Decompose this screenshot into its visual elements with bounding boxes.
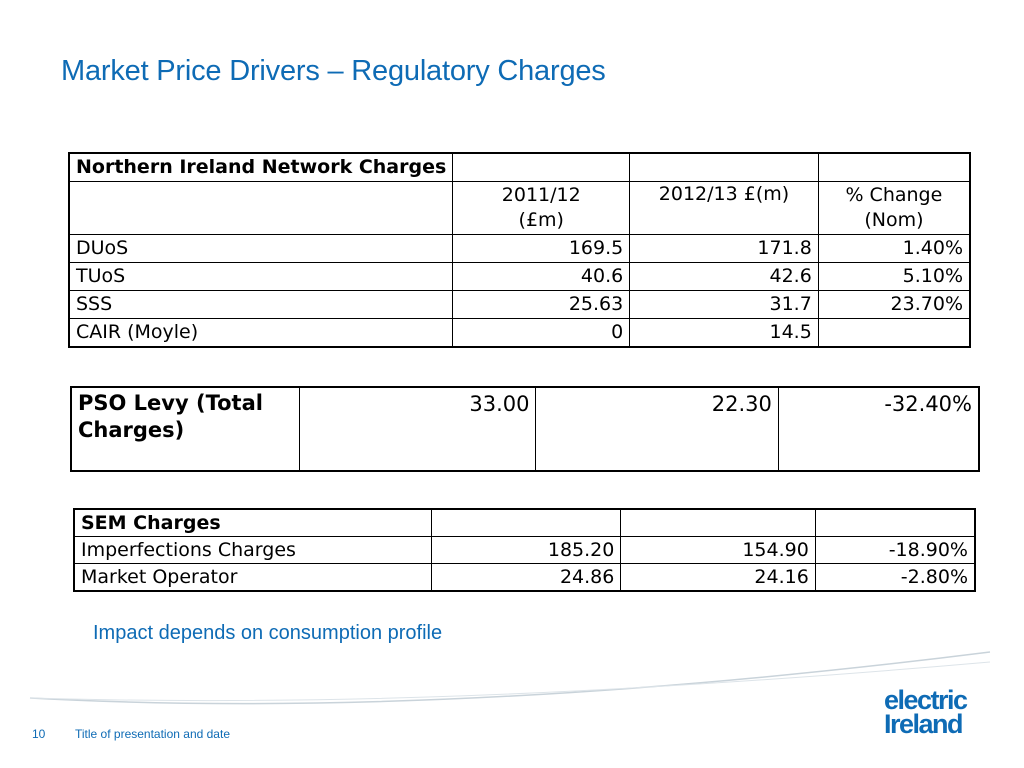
table-cell: Imperfections Charges [73,536,432,564]
table-cell: 169.5 [452,234,631,263]
slide-number: 10 [32,727,46,741]
table-cell: 0 [452,318,631,348]
table-cell [817,318,971,348]
table-cell: 40.6 [452,262,631,291]
table-row: SSS 25.63 31.7 23.70% [68,290,971,319]
table-cell [430,508,622,537]
table-cell: -18.90% [814,536,976,564]
table-title-row: SEM Charges [73,508,976,537]
logo-line-1: electric [884,685,968,715]
slide-title: Market Price Drivers – Regulatory Charge… [61,55,606,87]
table-cell: 5.10% [817,262,971,291]
table-row: Imperfections Charges 185.20 154.90 -18.… [73,536,976,564]
table-cell [629,152,819,182]
table-cell: 22.30 [535,386,779,472]
electric-ireland-logo: electric Ireland [884,685,996,739]
table-cell: 24.16 [620,563,816,592]
table-cell: -2.80% [814,563,976,592]
ni-network-charges-table: Northern Ireland Network Charges 2011/12… [68,152,971,348]
table-cell: 23.70% [817,290,971,319]
column-header: 2012/13 £(m) [629,181,819,235]
table-cell [452,152,631,182]
column-header: % Change (Nom) [817,181,971,235]
decorative-swoosh [29,651,991,705]
table-cell: 33.00 [299,386,537,472]
column-header [68,181,454,235]
sem-charges-table: SEM Charges Imperfections Charges 185.20… [73,508,976,592]
footer-text: Title of presentation and date [75,727,230,741]
pso-levy-table: PSO Levy (Total Charges) 33.00 22.30 -32… [70,386,980,472]
table-header-row: 2011/12 (£m) 2012/13 £(m) % Change (Nom) [68,181,971,235]
table-cell: PSO Levy (Total Charges) [70,386,301,472]
table-cell: 42.6 [629,262,819,291]
table-title: Northern Ireland Network Charges [68,152,454,182]
table-cell: 14.5 [629,318,819,348]
table-cell [620,508,816,537]
table-cell: -32.40% [777,386,980,472]
table-cell: 31.7 [629,290,819,319]
table-cell: 24.86 [430,563,622,592]
table-row: CAIR (Moyle) 0 14.5 [68,318,971,348]
table-cell: 185.20 [430,536,622,564]
table-cell: 154.90 [620,536,816,564]
table-cell: SSS [68,290,454,319]
table-cell: 171.8 [629,234,819,263]
table-row: TUoS 40.6 42.6 5.10% [68,262,971,291]
table-row: PSO Levy (Total Charges) 33.00 22.30 -32… [70,386,980,472]
logo-line-2: Ireland [884,709,964,739]
table-cell [817,152,971,182]
table-cell: 1.40% [817,234,971,263]
table-cell: DUoS [68,234,454,263]
impact-note: Impact depends on consumption profile [93,622,443,644]
table-cell [814,508,976,537]
table-row: Market Operator 24.86 24.16 -2.80% [73,563,976,592]
table-title: SEM Charges [73,508,432,537]
table-title-row: Northern Ireland Network Charges [68,152,971,182]
table-cell: TUoS [68,262,454,291]
column-header: 2011/12 (£m) [452,181,631,235]
table-cell: CAIR (Moyle) [68,318,454,348]
table-row: DUoS 169.5 171.8 1.40% [68,234,971,263]
table-cell: 25.63 [452,290,631,319]
table-cell: Market Operator [73,563,432,592]
